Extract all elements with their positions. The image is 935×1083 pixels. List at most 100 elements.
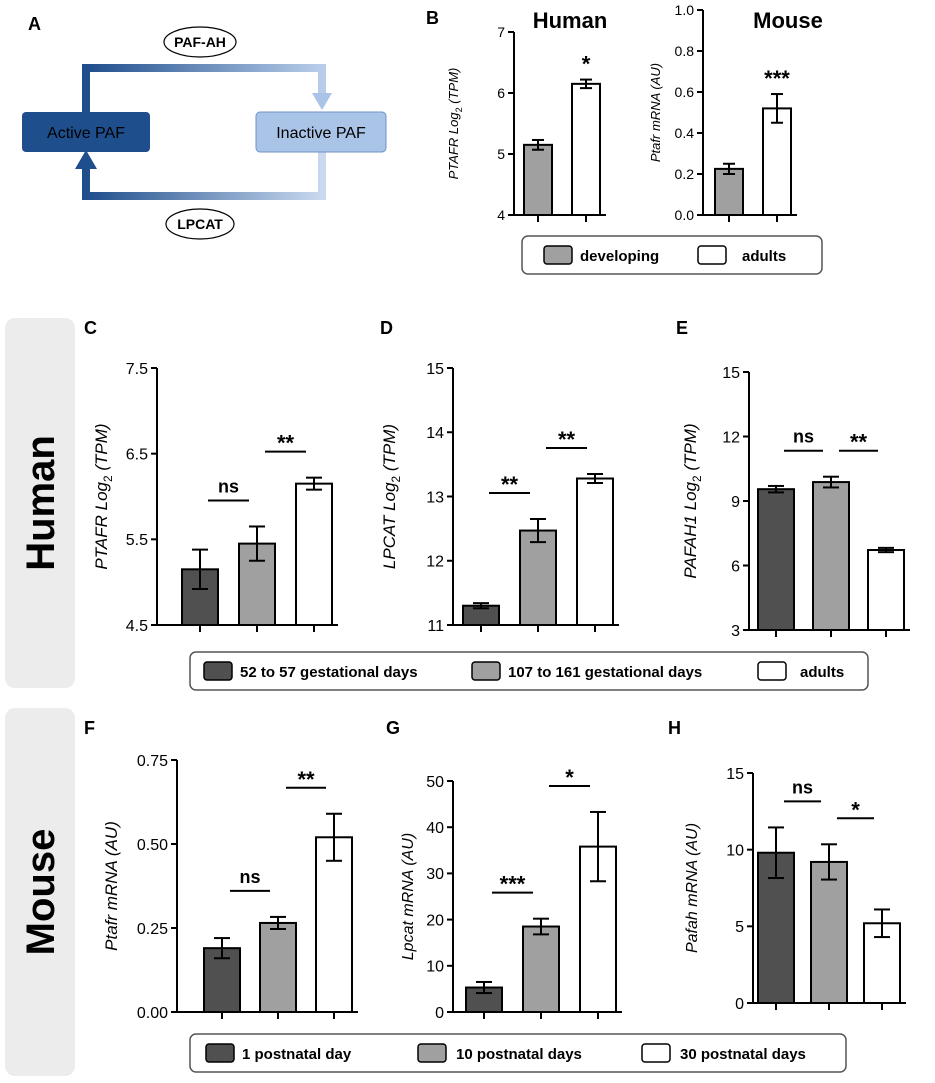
chart-f-ytick-label-3: 0.50 [137,837,168,854]
panel-letter-c: C [84,318,97,338]
active-paf-box [22,112,150,152]
legend-b: developing adults [521,235,823,275]
chart-c-ytick-label-4: 7.5 [126,361,148,378]
chart-d-sig-label-1: ** [501,472,519,497]
chart-d-ylabel-tail: (TPM) [380,424,399,476]
chart-b-human-ytick-label-4: 7 [497,24,505,40]
chart-f-ylabel-rest: mRNA (AU) [102,821,121,915]
legend-mouse-label-3: 30 postnatal days [680,1046,806,1063]
chart-c-sig-label-1: ns [218,476,239,496]
chart-f-bar-2 [259,921,297,1014]
chart-c-ylabel: PTAFR Log2 (TPM) [92,423,115,569]
legend-mouse-swatch-1 [205,1043,235,1063]
chart-b-human-bar-2 [571,82,601,216]
chart-b-human-ytick-label-3: 6 [497,85,505,101]
legend-human-swatch-3 [757,661,787,681]
chart-c-sig-label-2: ** [277,431,295,456]
chart-g-ytick-label-1: 0 [435,1005,444,1022]
chart-b-human-sig-label-1: * [582,52,591,77]
chart-e-ylabel-sub: 2 [690,475,704,482]
chart-h-ylabel-gene: Pafah [684,911,701,953]
chart-b-mouse-sig-label-1: *** [764,66,790,91]
chart-b-mouse-ytick-label-5: 0.8 [675,43,695,59]
chart-g-ylabel-rest: mRNA (AU) [400,833,417,921]
chart-b-human: Human 4 5 6 7 PTAFR Log2 (TPM) * [446,8,607,223]
chart-d-ytick-label-4: 14 [426,425,444,442]
bottom-flow-path [82,152,326,200]
chart-c-ytick-label-3: 6.5 [126,446,148,463]
top-flow-path [82,64,326,112]
chart-f-ytick-label-2: 0.25 [137,921,168,938]
legend-mouse-swatch-2 [417,1043,447,1063]
chart-c-ytick-label-2: 5.5 [126,532,148,549]
legend-b-label-developing: developing [580,248,659,265]
legend-mouse-label-1: 1 postnatal day [242,1046,352,1063]
chart-g-bar-2 [522,925,560,1014]
chart-h-sig-label-1: ns [792,777,813,797]
chart-h-ylabel: Pafah mRNA (AU) [684,823,701,953]
chart-b-mouse-bar-2 [762,107,792,216]
legend-mouse-label-2: 10 postnatal days [456,1046,582,1063]
chart-d-ytick-label-3: 13 [426,489,444,506]
inactive-paf-label: Inactive PAF [276,125,366,142]
chart-b-mouse-ytick-label-1: 0.0 [675,207,695,223]
legend-human-label-2: 107 to 161 gestational days [508,664,702,681]
chart-b-mouse-ytick-label-4: 0.6 [675,84,695,100]
legend-mouse-swatch-3 [641,1043,671,1063]
chart-b-mouse-ytick-label-3: 0.4 [675,125,695,141]
chart-h-ytick-label-3: 10 [726,842,744,859]
chart-f: 0.00 0.25 0.50 0.75 Ptafr mRNA (AU) ns ** [102,753,358,1022]
chart-b-mouse-ylabel-gene: Ptafr [648,134,663,162]
chart-b-human-ylabel-tail: (TPM) [446,68,461,108]
human-side-label: Human [19,435,63,571]
chart-e-ytick-label-3: 9 [731,494,740,511]
chart-g-ytick-label-4: 30 [426,866,444,883]
legend-human: 52 to 57 gestational days 107 to 161 ges… [189,651,869,691]
lpcat-label: LPCAT [177,216,223,232]
panel-letter-g: G [386,718,400,738]
chart-b-human-ylabel-rest: Log [446,112,461,138]
human-side-band [5,318,75,688]
paf-ah-ellipse [163,26,237,58]
chart-b-human-ytick-label-1: 4 [497,207,505,223]
bottom-arrowhead [75,150,97,169]
chart-f-sig-label-1: ns [239,867,260,887]
chart-e-sig-label-1: ns [793,427,814,447]
chart-b-human-ylabel-gene: PTAFR [446,138,461,180]
chart-g-ylabel: Lpcat mRNA (AU) [400,833,417,960]
legend-mouse-frame [189,1033,847,1073]
chart-g-ylabel-gene: Lpcat [400,921,417,961]
chart-d-ylabel-gene: LPCAT [380,514,399,569]
legend-human-label-1: 52 to 57 gestational days [240,664,418,681]
top-arrowhead [312,93,332,110]
chart-f-ylabel: Ptafr mRNA (AU) [102,821,121,951]
panel-letter-f: F [84,718,95,738]
chart-h-bar-2 [810,860,848,1005]
panel-letter-a: A [28,14,41,34]
chart-d: 11 12 13 14 15 LPCAT Log2 (TPM) ** ** [380,361,619,635]
chart-b-human-bar-1 [523,143,553,217]
chart-c-bar-3 [295,482,333,626]
chart-h-ylabel-rest: mRNA (AU) [684,823,701,911]
chart-e-bar-3 [867,549,905,632]
legend-human-swatch-1 [203,661,233,681]
legend-b-label-adults: adults [742,248,786,265]
active-paf-label: Active PAF [47,125,125,142]
chart-b-human-ylabel-sub: 2 [454,107,464,112]
chart-b-human-ylabel: PTAFR Log2 (TPM) [446,68,464,180]
chart-g-sig-label-1: *** [500,872,526,897]
chart-e-bar-1 [757,488,795,631]
chart-b-human-ytick-label-2: 5 [497,146,505,162]
chart-f-bar-3 [315,836,353,1014]
chart-d-ytick-label-5: 15 [426,361,444,378]
legend-human-label-3: adults [800,664,844,681]
chart-g-sig-label-2: * [565,765,574,790]
chart-e: 3 6 9 12 15 PAFAH1 Log2 (TPM) ns ** [681,365,910,640]
chart-f-ylabel-gene: Ptafr [102,914,121,951]
chart-b-mouse-ytick-label-2: 0.2 [675,166,695,182]
chart-b-human-title: Human [533,8,608,33]
chart-e-ylabel: PAFAH1 Log2 (TPM) [681,423,704,578]
chart-c-ytick-label-1: 4.5 [126,618,148,635]
chart-c: 4.5 5.5 6.5 7.5 PTAFR Log2 (TPM) ns ** [92,361,338,635]
chart-d-ytick-label-2: 12 [426,554,444,571]
